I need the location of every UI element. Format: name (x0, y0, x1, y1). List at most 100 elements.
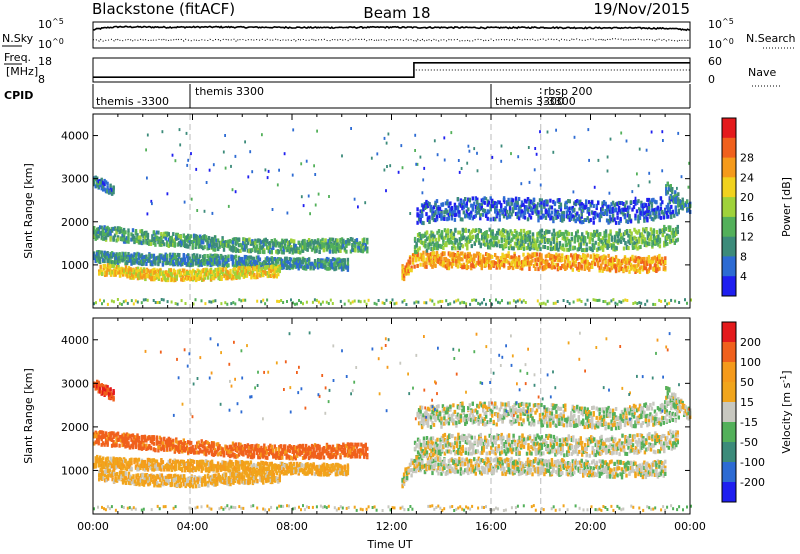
power-echo-cell (300, 259, 303, 264)
power-echo-cell (171, 277, 174, 282)
power-echo-cell (464, 264, 467, 269)
power-echo-cell (591, 260, 594, 265)
power-echo-cell (525, 205, 528, 210)
power-ground-cell (554, 301, 557, 305)
power-echo-cell (429, 204, 433, 209)
power-echo-cell (513, 253, 516, 258)
power-echo-cell (467, 265, 470, 270)
power-echo-cell (617, 220, 621, 225)
power-ground-cell (353, 299, 356, 303)
power-echo-cell (672, 196, 675, 201)
power-echo-cell (610, 256, 613, 261)
power-echo-cell (528, 241, 532, 246)
power-echo-cell (234, 237, 238, 242)
power-echo-cell (270, 249, 273, 254)
power-echo-cell (630, 236, 633, 241)
power-echo-cell (125, 260, 129, 265)
power-scatter-cell (185, 131, 188, 135)
power-echo-cell (637, 256, 640, 260)
power-echo-cell (640, 260, 643, 265)
power-echo-cell (479, 244, 482, 249)
power-echo-cell (104, 228, 108, 233)
power-echo-cell (570, 236, 573, 241)
power-echo-cell (443, 210, 446, 215)
power-echo-cell (188, 242, 191, 247)
cpid-segment-label: rbsp 200 (544, 85, 593, 98)
power-echo-cell (405, 267, 409, 272)
power-echo-cell (441, 216, 445, 221)
power-echo-cell (121, 258, 124, 263)
power-echo-cell (635, 268, 639, 273)
power-echo-cell (479, 260, 482, 265)
power-echo-cell (471, 196, 474, 201)
power-echo-cell (444, 209, 448, 214)
power-echo-cell (325, 266, 329, 271)
power-ground-cell (140, 301, 143, 305)
power-echo-cell (296, 260, 299, 265)
power-echo-cell (94, 254, 97, 259)
power-echo-cell (670, 230, 673, 235)
power-echo-cell (585, 205, 588, 209)
power-echo-cell (202, 246, 205, 251)
power-echo-cell (175, 232, 178, 237)
power-echo-cell (297, 250, 300, 254)
power-echo-cell (227, 263, 230, 268)
power-echo-cell (453, 217, 457, 222)
power-echo-cell (546, 262, 549, 267)
nave-line (93, 69, 690, 78)
power-ground-cell (184, 302, 187, 305)
power-ground-cell (116, 298, 119, 301)
power-echo-cell (517, 207, 521, 212)
power-echo-cell (584, 239, 587, 244)
power-echo-cell (604, 238, 608, 243)
power-echo-cell (489, 196, 492, 201)
power-echo-cell (509, 244, 512, 249)
power-echo-cell (483, 257, 486, 262)
power-echo-cell (552, 237, 556, 242)
power-echo-cell (139, 235, 142, 240)
power-echo-cell (420, 209, 424, 214)
power-echo-cell (260, 240, 263, 245)
power-echo-cell (559, 202, 563, 207)
power-echo-cell (513, 205, 516, 210)
power-echo-cell (245, 259, 248, 263)
power-echo-cell (211, 276, 214, 280)
power-echo-cell (460, 237, 463, 242)
power-echo-cell (300, 264, 303, 269)
power-echo-cell (540, 215, 543, 220)
power-echo-cell (540, 233, 544, 238)
power-echo-cell (138, 268, 141, 273)
power-echo-cell (465, 201, 468, 206)
power-echo-cell (652, 256, 655, 261)
power-echo-cell (157, 274, 161, 279)
power-echo-cell (440, 245, 444, 249)
power-echo-cell (473, 214, 476, 219)
power-echo-cell (429, 252, 433, 257)
power-echo-cell (592, 220, 595, 225)
power-echo-cell (275, 249, 278, 254)
power-echo-cell (197, 236, 200, 240)
power-echo-cell (163, 254, 166, 259)
power-echo-cell (293, 260, 296, 265)
power-echo-cell (446, 238, 450, 243)
power-echo-cell (641, 265, 645, 270)
power-echo-cell (307, 238, 311, 242)
power-echo-cell (485, 233, 488, 238)
power-echo-cell (667, 202, 670, 207)
power-echo-cell (231, 255, 235, 260)
power-echo-cell (607, 253, 610, 258)
power-echo-cell (234, 254, 238, 259)
power-echo-cell (145, 268, 149, 273)
power-echo-cell (667, 234, 670, 239)
power-echo-cell (637, 245, 641, 250)
power-echo-cell (239, 248, 242, 253)
power-echo-cell (245, 238, 248, 243)
power-echo-cell (443, 243, 447, 247)
power-echo-cell (247, 266, 250, 271)
power-ground-cell (584, 302, 587, 306)
power-echo-cell (233, 264, 236, 269)
power-echo-cell (563, 236, 566, 241)
power-echo-cell (140, 262, 144, 267)
power-echo-cell (428, 239, 432, 243)
power-echo-cell (601, 236, 605, 241)
